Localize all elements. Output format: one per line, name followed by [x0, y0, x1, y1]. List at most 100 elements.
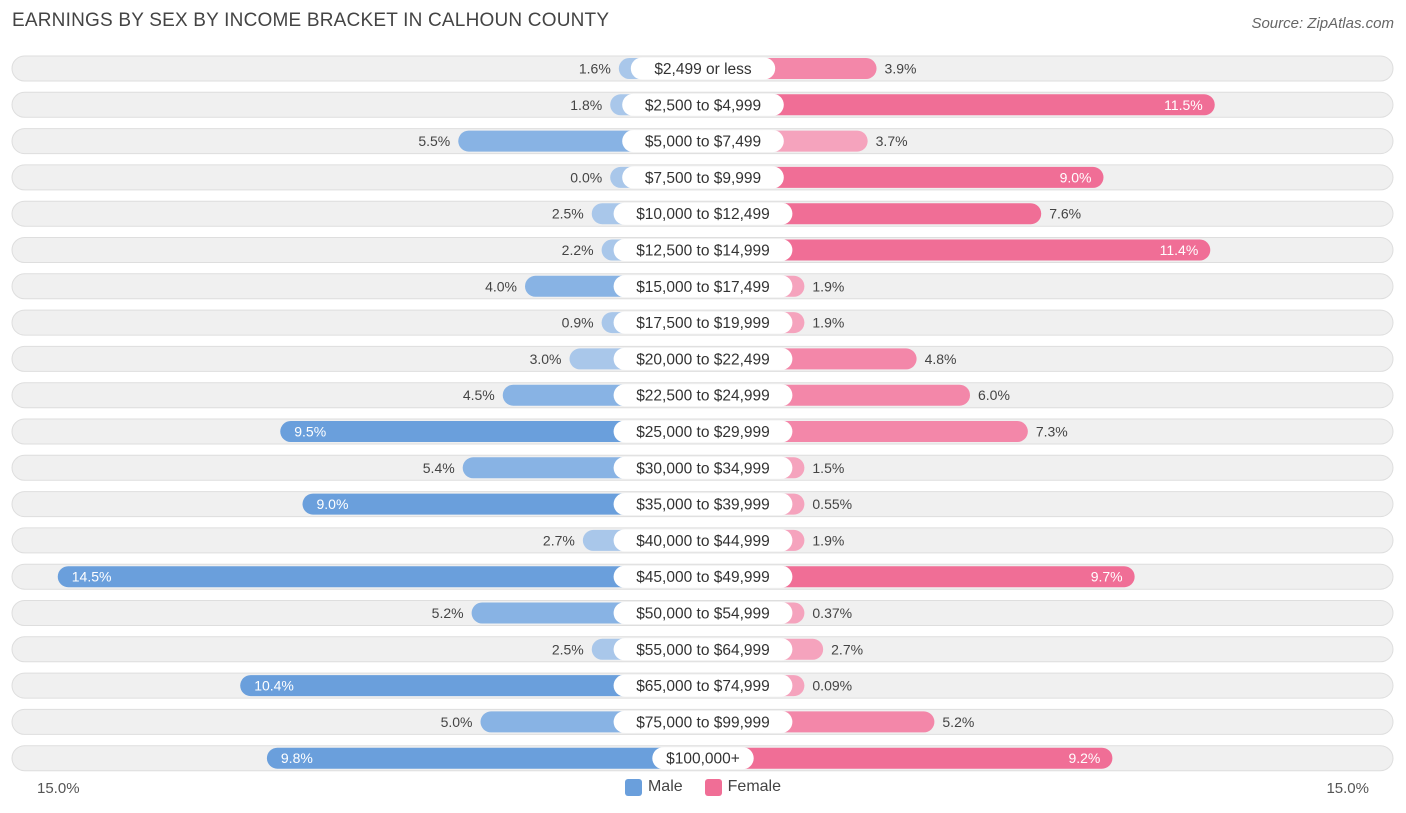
female-value-label: 7.3%: [1036, 424, 1068, 440]
male-value-label: 0.0%: [570, 169, 602, 185]
female-value-label: 1.9%: [812, 532, 844, 548]
male-value-label: 5.0%: [441, 714, 473, 730]
male-value-label: 2.5%: [552, 206, 584, 222]
legend-male-label: Male: [647, 778, 683, 795]
category-label: $20,000 to $22,499: [636, 351, 770, 368]
female-value-label: 3.7%: [876, 133, 908, 149]
male-value-label: 5.5%: [418, 133, 450, 149]
category-label-bg: [613, 493, 793, 516]
category-label-bg: [613, 674, 793, 697]
female-value-label: 1.9%: [812, 315, 844, 331]
female-value-label: 1.5%: [812, 460, 844, 476]
male-bar: [302, 493, 703, 515]
female-bar: [703, 166, 1104, 188]
category-label-bg: [613, 202, 793, 225]
category-label-bg: [622, 93, 784, 116]
category-label: $15,000 to $17,499: [636, 279, 770, 296]
axis-min-label: 15.0%: [37, 780, 80, 797]
category-label: $55,000 to $64,999: [636, 642, 770, 659]
male-value-label: 9.5%: [294, 424, 326, 440]
male-value-label: 9.0%: [317, 496, 349, 512]
male-value-label: 0.9%: [562, 315, 594, 331]
category-label: $10,000 to $12,499: [636, 206, 770, 223]
male-value-label: 1.6%: [579, 61, 611, 77]
female-bar: [703, 747, 1113, 769]
male-bar: [57, 566, 703, 588]
female-value-label: 9.2%: [1068, 750, 1100, 766]
category-label-bg: [613, 239, 793, 261]
category-label: $65,000 to $74,999: [636, 678, 770, 695]
male-value-label: 9.8%: [281, 750, 313, 766]
category-label: $45,000 to $49,999: [636, 569, 770, 586]
category-label: $2,499 or less: [654, 61, 752, 78]
category-label: $7,500 to $9,999: [645, 170, 761, 187]
category-label-bg: [613, 710, 793, 733]
category-label: $5,000 to $7,499: [645, 134, 761, 151]
category-label: $22,500 to $24,999: [636, 388, 770, 405]
category-label-bg: [613, 311, 793, 334]
category-label-bg: [613, 565, 793, 588]
category-label: $30,000 to $34,999: [636, 460, 770, 477]
male-value-label: 2.7%: [543, 532, 575, 548]
male-value-label: 4.5%: [463, 387, 495, 403]
category-label-bg: [630, 57, 776, 80]
legend-female-label: Female: [727, 778, 782, 795]
chart-title: EARNINGS BY SEX BY INCOME BRACKET IN CAL…: [12, 10, 610, 31]
axis-max-label: 15.0%: [1326, 780, 1369, 797]
male-value-label: 2.5%: [552, 641, 584, 657]
female-value-label: 4.8%: [925, 351, 957, 367]
male-bar: [280, 421, 703, 442]
female-swatch: [704, 778, 722, 796]
category-label-bg: [613, 638, 793, 661]
female-bar: [703, 239, 1211, 261]
category-label-bg: [613, 420, 793, 443]
category-label: $2,500 to $4,999: [645, 97, 761, 114]
category-label: $25,000 to $29,999: [636, 424, 770, 441]
male-value-label: 4.0%: [485, 278, 517, 294]
category-label: $17,500 to $19,999: [636, 315, 770, 332]
female-value-label: 9.0%: [1060, 169, 1092, 185]
category-label: $100,000+: [666, 751, 740, 768]
legend-item-female[interactable]: Female: [704, 778, 782, 796]
female-value-label: 0.37%: [812, 605, 852, 621]
female-value-label: 0.09%: [812, 678, 852, 694]
legend: Male Female: [0, 778, 1406, 796]
female-value-label: 1.9%: [812, 278, 844, 294]
female-value-label: 2.7%: [831, 641, 863, 657]
chart-area: $2,499 or less 1.6% 3.9% $2,500 to $4,999 1.…: [11, 55, 1394, 772]
category-label-bg: [613, 347, 793, 370]
category-label-bg: [613, 384, 793, 407]
category-label-bg: [613, 529, 793, 552]
female-bar: [703, 94, 1215, 116]
category-label-bg: [613, 602, 793, 624]
male-bar: [240, 675, 703, 697]
male-value-label: 5.2%: [432, 605, 464, 621]
legend-item-male[interactable]: Male: [624, 778, 683, 796]
male-swatch: [624, 778, 642, 796]
female-value-label: 3.9%: [885, 61, 917, 77]
category-label: $35,000 to $39,999: [636, 497, 770, 514]
female-value-label: 0.55%: [812, 496, 852, 512]
category-label-bg: [622, 166, 784, 189]
category-label-bg: [613, 275, 793, 298]
female-value-label: 5.2%: [942, 714, 974, 730]
male-value-label: 1.8%: [570, 97, 602, 113]
category-label-bg: [652, 747, 754, 770]
category-label: $12,500 to $14,999: [636, 243, 770, 260]
male-value-label: 3.0%: [530, 351, 562, 367]
category-label-bg: [622, 130, 784, 153]
female-value-label: 7.6%: [1049, 206, 1081, 222]
female-value-label: 6.0%: [978, 387, 1010, 403]
category-label: $40,000 to $44,999: [636, 533, 770, 550]
female-value-label: 9.7%: [1091, 569, 1123, 585]
source-note: Source: ZipAtlas.com: [1251, 15, 1394, 32]
female-bar: [703, 566, 1135, 588]
female-value-label: 11.5%: [1164, 97, 1203, 113]
category-label-bg: [613, 456, 793, 479]
male-value-label: 10.4%: [254, 678, 294, 694]
male-bar: [266, 747, 703, 769]
male-value-label: 5.4%: [423, 460, 455, 476]
category-label: $75,000 to $99,999: [636, 714, 770, 731]
male-value-label: 14.5%: [72, 569, 112, 585]
male-value-label: 2.2%: [562, 242, 594, 258]
